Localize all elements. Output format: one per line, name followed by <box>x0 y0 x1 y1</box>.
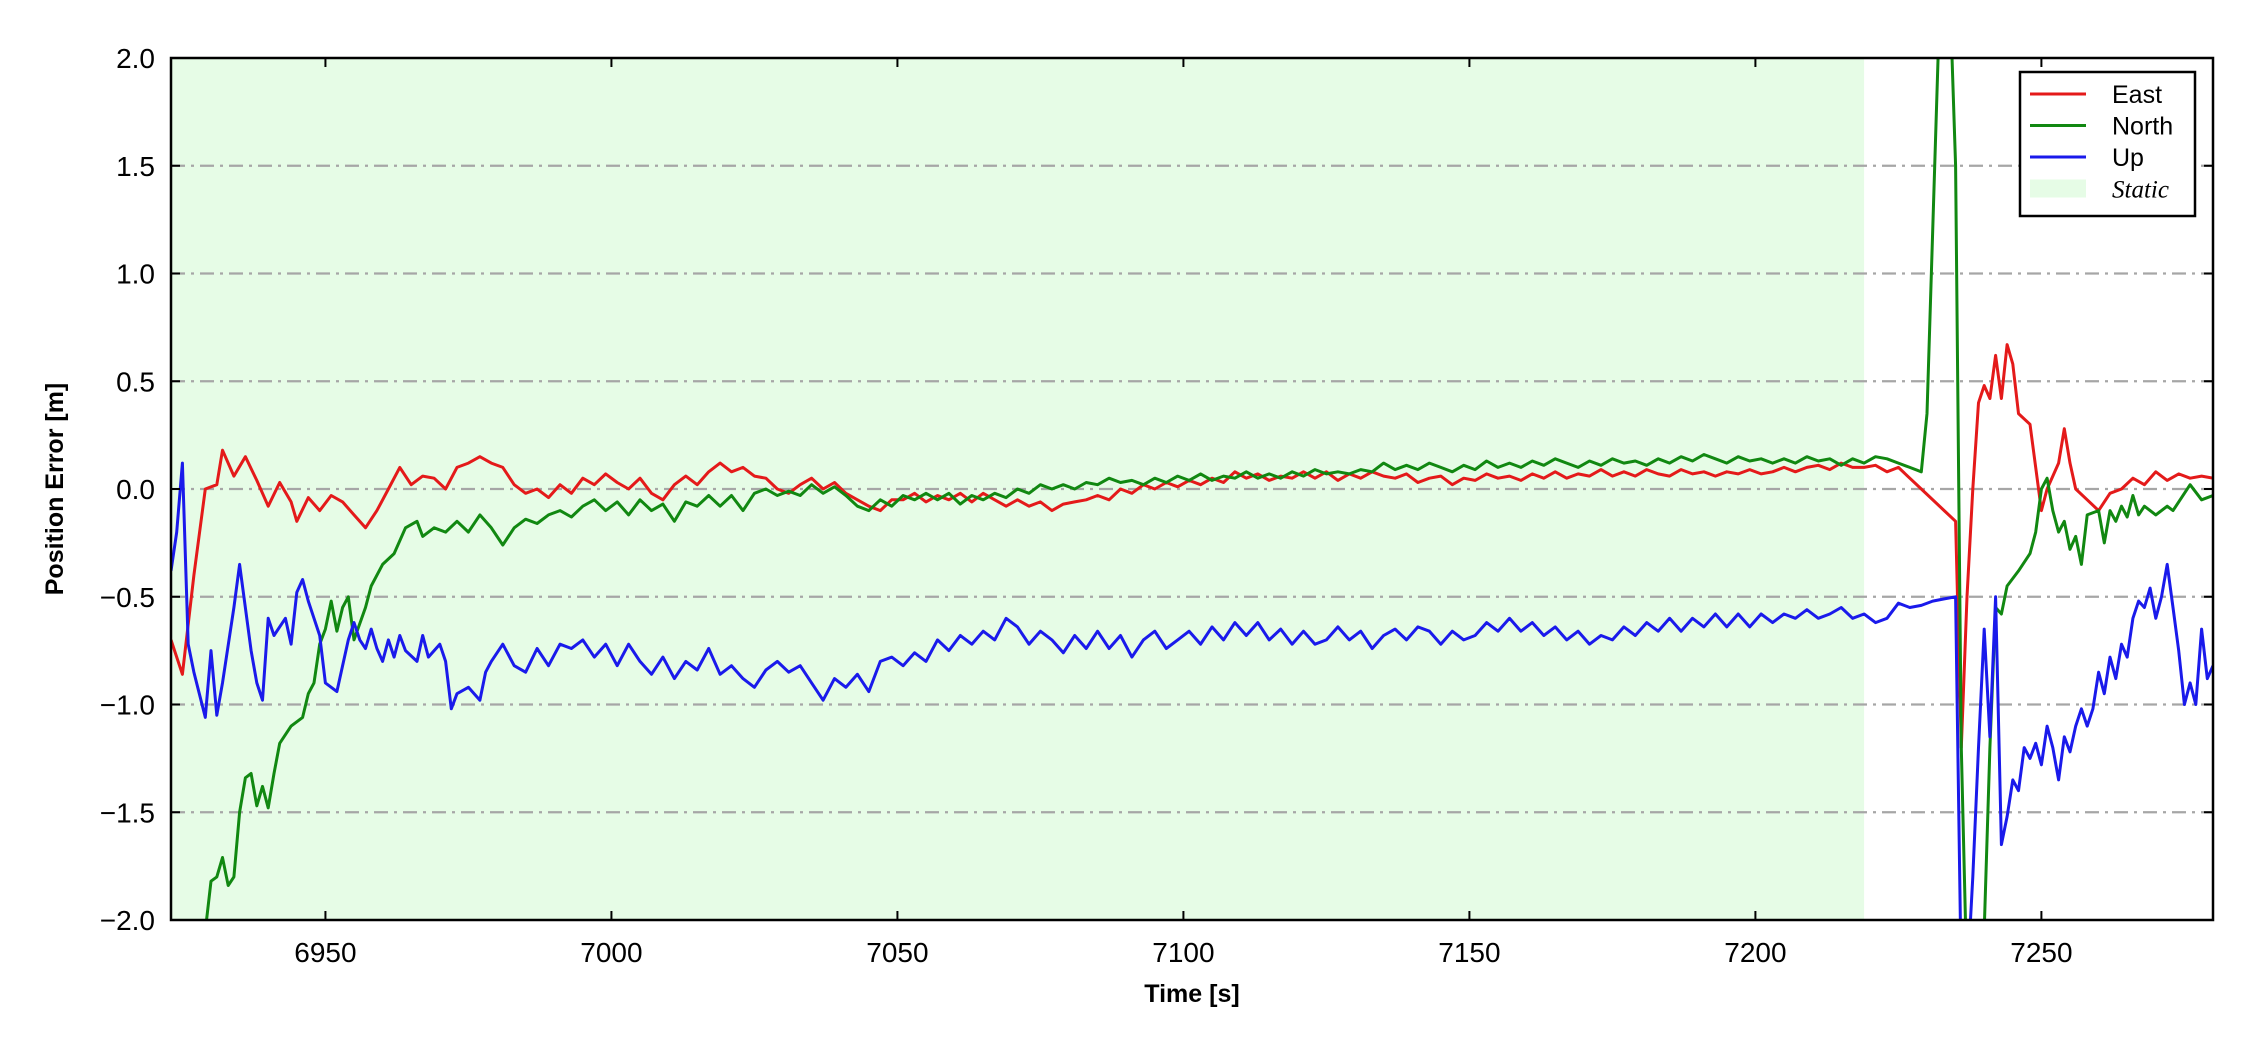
legend-swatch-static <box>2030 179 2086 198</box>
legend-label-up: Up <box>2112 144 2144 172</box>
x-tick-label: 6950 <box>294 937 356 968</box>
x-tick-label: 7200 <box>1724 937 1786 968</box>
legend-label-north: North <box>2112 113 2173 141</box>
y-tick-label: −1.0 <box>100 690 155 721</box>
y-tick-label: −2.0 <box>100 905 155 936</box>
y-tick-label: 1.5 <box>116 151 155 182</box>
legend-label-static: Static <box>2112 177 2169 204</box>
series-line-up <box>171 461 2213 920</box>
x-tick-label: 7150 <box>1438 937 1500 968</box>
x-tick-label: 7250 <box>2010 937 2072 968</box>
x-tick-label: 7100 <box>1152 937 1214 968</box>
x-tick-label: 7050 <box>866 937 928 968</box>
x-tick-label: 7000 <box>580 937 642 968</box>
legend-label-east: East <box>2112 81 2162 109</box>
y-axis-label: Position Error [m] <box>41 383 69 596</box>
y-tick-label: 0.5 <box>116 366 155 397</box>
series-line-north <box>205 58 2213 920</box>
legend: East North Up Static <box>2018 70 2197 218</box>
y-tick-label: 0.0 <box>116 474 155 505</box>
y-tick-label: −0.5 <box>100 582 155 613</box>
y-tick-label: 2.0 <box>116 43 155 74</box>
x-axis-label: Time [s] <box>1144 980 1239 1008</box>
y-tick-label: 1.0 <box>116 259 155 290</box>
y-tick-label: −1.5 <box>100 797 155 828</box>
